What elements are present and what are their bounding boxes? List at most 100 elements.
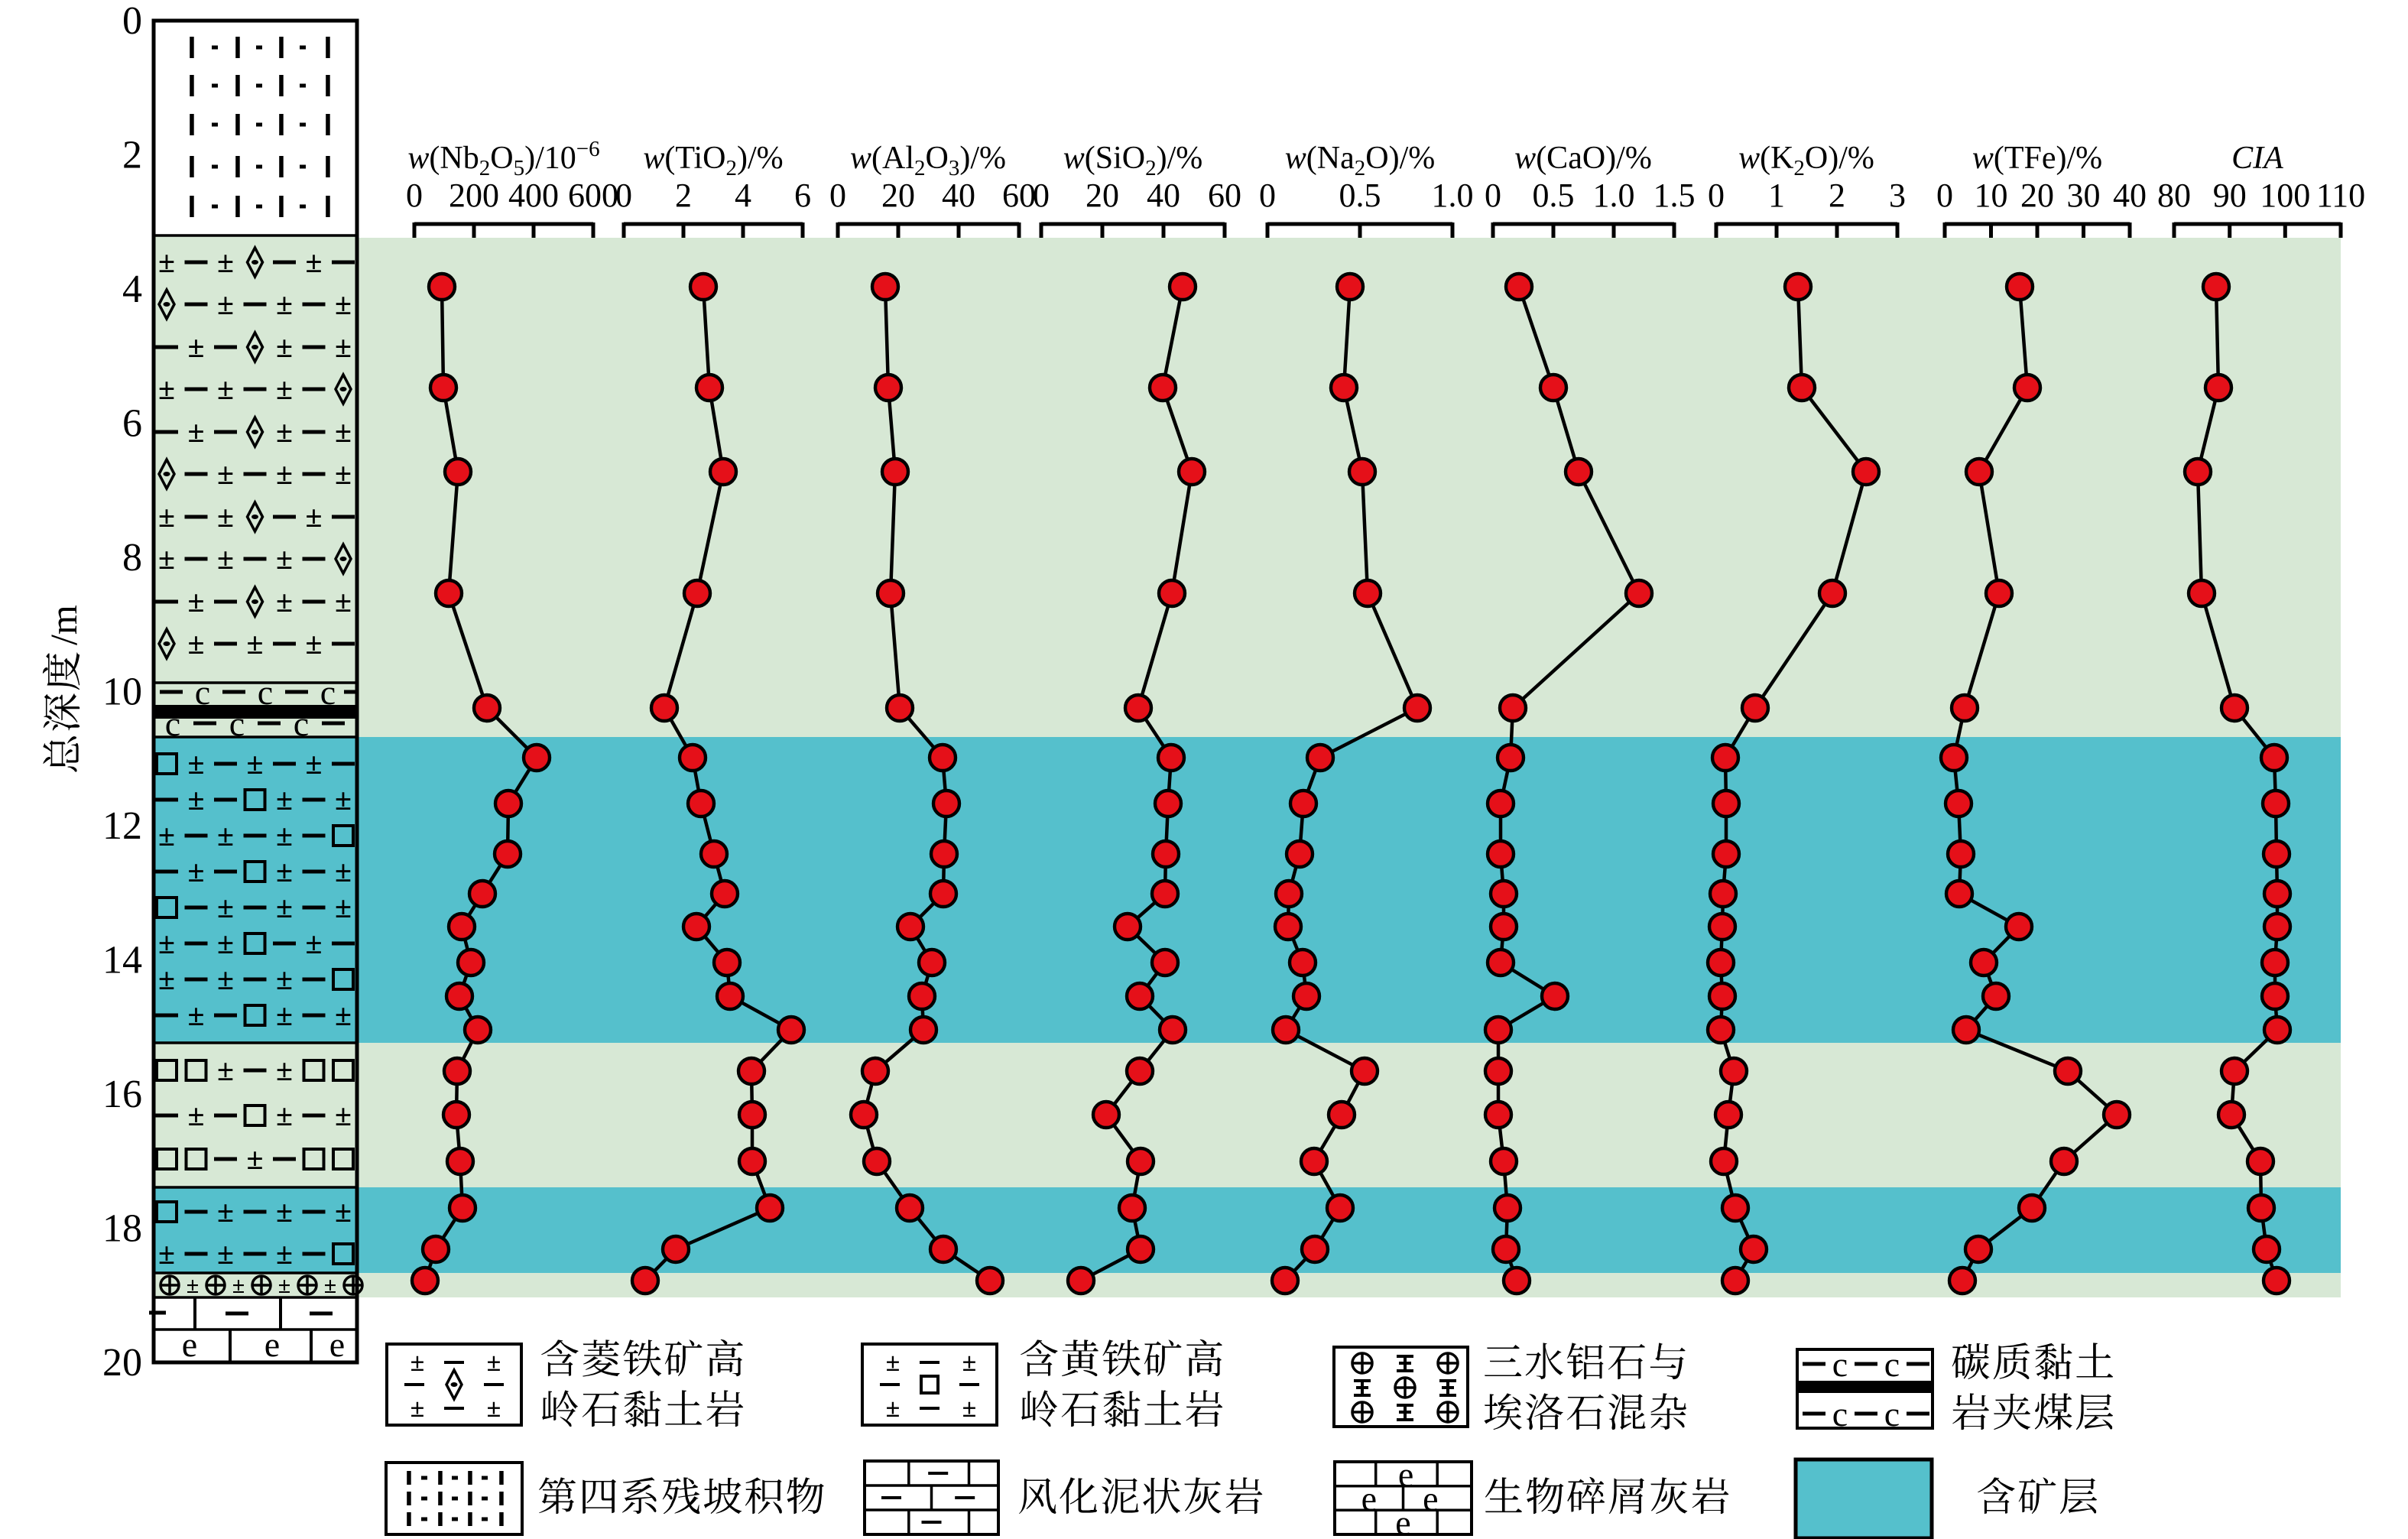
svg-text:±: ±	[962, 1395, 977, 1423]
svg-text:±: ±	[188, 414, 205, 449]
svg-text:±: ±	[276, 782, 293, 817]
svg-text:c: c	[1832, 1345, 1848, 1384]
svg-text:6: 6	[794, 177, 811, 214]
svg-text:w(Al2O3)/%: w(Al2O3)/%	[850, 141, 1006, 180]
svg-text:±: ±	[335, 287, 352, 321]
svg-text:14: 14	[102, 939, 142, 982]
svg-text:±: ±	[158, 1236, 175, 1271]
svg-text:±: ±	[886, 1395, 901, 1423]
svg-text:0: 0	[615, 177, 632, 214]
svg-text:±: ±	[188, 584, 205, 619]
svg-text:40: 40	[2113, 177, 2147, 214]
svg-text:±: ±	[276, 998, 293, 1032]
svg-text:±: ±	[217, 372, 234, 406]
svg-text:±: ±	[487, 1349, 501, 1377]
svg-text:c: c	[229, 704, 245, 743]
svg-text:2: 2	[122, 134, 142, 177]
svg-text:40: 40	[1147, 177, 1180, 214]
svg-text:±: ±	[276, 330, 293, 364]
svg-text:0: 0	[1485, 177, 1501, 214]
svg-text:12: 12	[102, 804, 142, 848]
svg-text:c: c	[258, 673, 273, 712]
svg-text:±: ±	[335, 330, 352, 364]
svg-text:±: ±	[188, 854, 205, 888]
svg-text:c: c	[320, 673, 336, 712]
svg-text:±: ±	[335, 890, 352, 924]
svg-text:200: 200	[449, 177, 499, 214]
svg-text:1.0: 1.0	[1593, 177, 1635, 214]
svg-text:±: ±	[886, 1349, 901, 1377]
svg-text:3: 3	[1889, 177, 1906, 214]
svg-text:±: ±	[276, 414, 293, 449]
svg-text:±: ±	[276, 1194, 293, 1229]
svg-text:20: 20	[1086, 177, 1119, 214]
svg-text:100: 100	[2260, 177, 2310, 214]
svg-text:1.5: 1.5	[1653, 177, 1696, 214]
svg-text:0: 0	[1708, 177, 1725, 214]
svg-text:10: 10	[1975, 177, 2008, 214]
svg-text:±: ±	[335, 1098, 352, 1132]
svg-text:90: 90	[2213, 177, 2247, 214]
svg-text:0: 0	[1936, 177, 1953, 214]
svg-text:±: ±	[306, 626, 323, 661]
svg-text:±: ±	[276, 1236, 293, 1271]
svg-text:16: 16	[102, 1073, 142, 1116]
svg-text:1.0: 1.0	[1432, 177, 1474, 214]
svg-text:±: ±	[276, 854, 293, 888]
svg-text:1: 1	[1768, 177, 1785, 214]
svg-text:e: e	[1398, 1455, 1413, 1494]
svg-text:±: ±	[188, 746, 205, 781]
svg-text:c: c	[195, 673, 210, 712]
svg-text:±: ±	[335, 782, 352, 817]
svg-text:±: ±	[276, 456, 293, 491]
svg-text:60: 60	[1002, 177, 1036, 214]
svg-text:w(CaO)/%: w(CaO)/%	[1514, 141, 1652, 176]
svg-text:±: ±	[247, 746, 264, 781]
svg-text:/m: /m	[42, 605, 85, 645]
svg-text:CIA: CIA	[2231, 141, 2283, 176]
svg-text:±: ±	[232, 1273, 245, 1298]
svg-text:20: 20	[2020, 177, 2054, 214]
svg-text:±: ±	[411, 1349, 425, 1377]
svg-text:10: 10	[102, 670, 142, 714]
svg-text:20: 20	[102, 1341, 142, 1385]
svg-text:±: ±	[306, 926, 323, 960]
svg-text:c: c	[1884, 1345, 1900, 1384]
svg-text:±: ±	[306, 499, 323, 534]
svg-text:±: ±	[217, 287, 234, 321]
svg-text:0.5: 0.5	[1533, 177, 1575, 214]
svg-text:±: ±	[411, 1395, 425, 1423]
svg-text:±: ±	[324, 1273, 336, 1298]
svg-text:±: ±	[335, 456, 352, 491]
svg-text:30: 30	[2067, 177, 2101, 214]
svg-text:±: ±	[158, 962, 175, 996]
svg-text:w(Na2O)/%: w(Na2O)/%	[1285, 141, 1435, 180]
svg-text:±: ±	[276, 584, 293, 619]
svg-text:c: c	[294, 704, 309, 743]
svg-text:±: ±	[217, 1053, 234, 1087]
svg-text:±: ±	[276, 962, 293, 996]
svg-text:±: ±	[276, 541, 293, 576]
svg-text:20: 20	[881, 177, 915, 214]
svg-text:18: 18	[102, 1207, 142, 1251]
svg-text:±: ±	[217, 1194, 234, 1229]
svg-text:e: e	[1423, 1479, 1438, 1518]
svg-text:±: ±	[247, 626, 264, 661]
svg-text:c: c	[1832, 1395, 1848, 1433]
svg-text:2: 2	[675, 177, 692, 214]
svg-text:±: ±	[158, 245, 175, 279]
svg-text:600: 600	[568, 177, 618, 214]
svg-text:e: e	[264, 1325, 280, 1364]
svg-text:±: ±	[217, 1236, 234, 1271]
svg-text:e: e	[1361, 1479, 1377, 1518]
svg-text:±: ±	[217, 962, 234, 996]
svg-text:±: ±	[188, 1098, 205, 1132]
svg-text:±: ±	[962, 1349, 977, 1377]
svg-text:w(SiO2)/%: w(SiO2)/%	[1063, 141, 1203, 180]
svg-text:±: ±	[335, 584, 352, 619]
svg-text:±: ±	[217, 541, 234, 576]
svg-text:c: c	[165, 704, 180, 743]
svg-text:0: 0	[829, 177, 846, 214]
svg-text:w(TiO2)/%: w(TiO2)/%	[643, 141, 783, 180]
svg-text:±: ±	[276, 1098, 293, 1132]
